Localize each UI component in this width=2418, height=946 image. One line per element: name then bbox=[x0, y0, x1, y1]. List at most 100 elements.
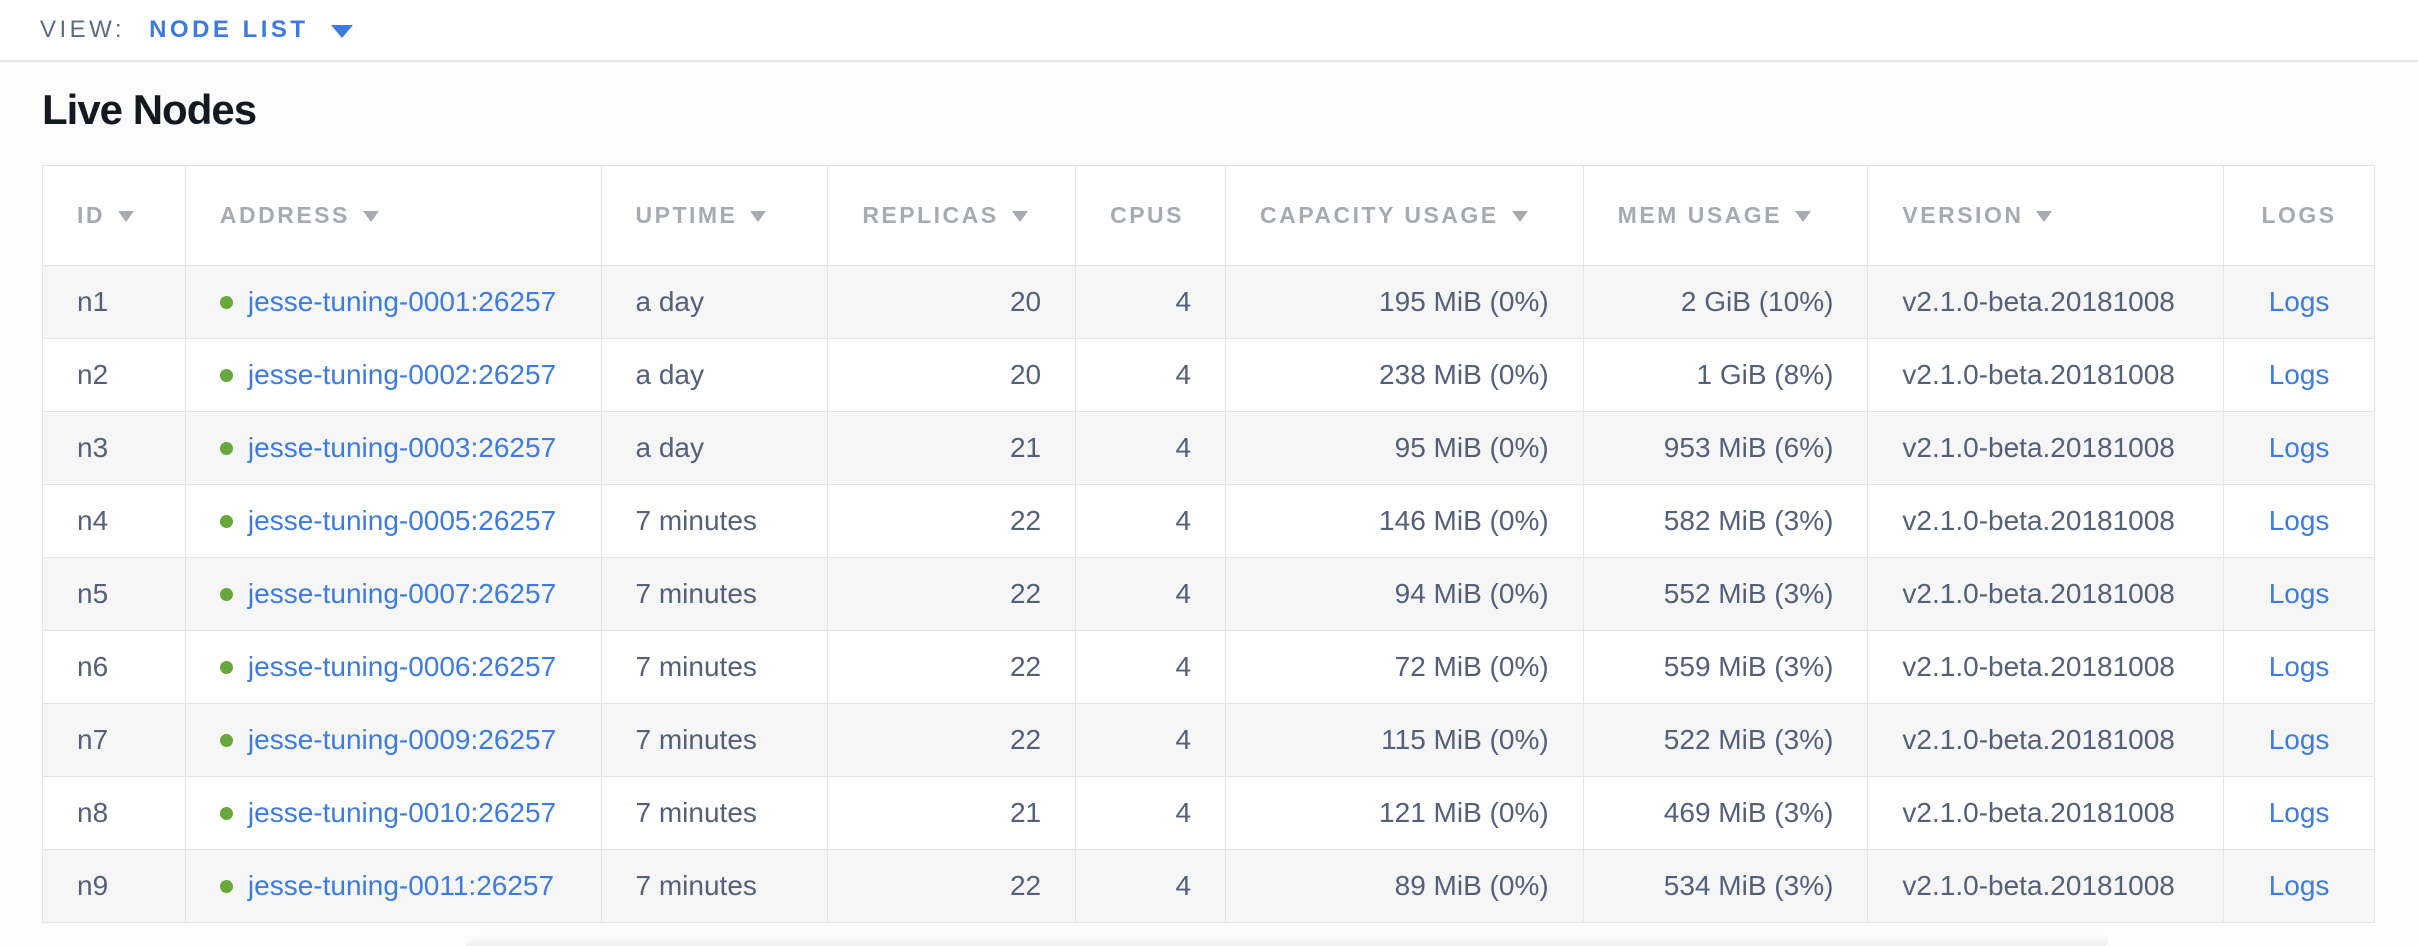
column-header-label: LOGS bbox=[2261, 202, 2337, 228]
node-status-dot-icon bbox=[219, 368, 233, 382]
cell-capacity: 72 MiB (0%) bbox=[1226, 631, 1584, 703]
node-address-link[interactable]: jesse-tuning-0002:26257 bbox=[247, 359, 557, 390]
table-header-row: ID ADDRESS UPTIME REPLICAS CPUS CAPACITY USAG… bbox=[43, 166, 2374, 265]
node-address-link[interactable]: jesse-tuning-0001:26257 bbox=[247, 286, 557, 317]
node-logs-link[interactable]: Logs bbox=[2268, 359, 2330, 390]
column-header-replicas[interactable]: REPLICAS bbox=[828, 166, 1077, 265]
node-logs-link[interactable]: Logs bbox=[2268, 797, 2330, 828]
cell-replicas: 21 bbox=[828, 412, 1077, 484]
node-logs-link[interactable]: Logs bbox=[2268, 870, 2330, 901]
cell-logs: Logs bbox=[2224, 412, 2374, 484]
cell-id: n1 bbox=[43, 266, 186, 338]
column-header-uptime[interactable]: UPTIME bbox=[602, 166, 829, 265]
table-row: n3 jesse-tuning-0003:26257 a day 21 4 95 MiB … bbox=[43, 411, 2374, 484]
view-label: VIEW: bbox=[40, 16, 126, 43]
view-bar: VIEW: NODE LIST bbox=[0, 0, 2418, 62]
column-header-id[interactable]: ID bbox=[43, 166, 186, 265]
cell-replicas: 22 bbox=[828, 704, 1077, 776]
cell-id: n6 bbox=[43, 631, 186, 703]
node-logs-link[interactable]: Logs bbox=[2268, 578, 2330, 609]
sort-arrow-icon bbox=[362, 211, 379, 222]
column-header-cpus: CPUS bbox=[1076, 166, 1227, 265]
cell-cpus: 4 bbox=[1076, 777, 1227, 849]
column-header-logs: LOGS bbox=[2224, 166, 2374, 265]
node-address-link[interactable]: jesse-tuning-0006:26257 bbox=[247, 651, 557, 682]
column-header-capacity[interactable]: CAPACITY USAGE bbox=[1226, 166, 1584, 265]
column-header-mem[interactable]: MEM USAGE bbox=[1584, 166, 1869, 265]
cell-cpus: 4 bbox=[1076, 412, 1227, 484]
node-address-link[interactable]: jesse-tuning-0003:26257 bbox=[247, 432, 557, 463]
cell-cpus: 4 bbox=[1076, 850, 1227, 922]
node-address-link[interactable]: jesse-tuning-0007:26257 bbox=[247, 578, 557, 609]
cell-id: n7 bbox=[43, 704, 186, 776]
cell-version: v2.1.0-beta.20181008 bbox=[1868, 266, 2225, 338]
cell-id: n4 bbox=[43, 485, 186, 557]
node-logs-link[interactable]: Logs bbox=[2268, 651, 2330, 682]
node-status-dot-icon bbox=[219, 587, 233, 601]
sort-arrow-icon bbox=[1011, 211, 1028, 222]
node-logs-link[interactable]: Logs bbox=[2268, 505, 2330, 536]
table-row: n4 jesse-tuning-0005:26257 7 minutes 22 4 146… bbox=[43, 484, 2374, 557]
cell-address: jesse-tuning-0003:26257 bbox=[186, 412, 602, 484]
cell-logs: Logs bbox=[2224, 850, 2374, 922]
cell-address: jesse-tuning-0005:26257 bbox=[186, 485, 602, 557]
cell-capacity: 146 MiB (0%) bbox=[1226, 485, 1584, 557]
table-row: n9 jesse-tuning-0011:26257 7 minutes 22 4 89 … bbox=[43, 849, 2374, 922]
node-address-link[interactable]: jesse-tuning-0011:26257 bbox=[247, 870, 555, 901]
node-logs-link[interactable]: Logs bbox=[2268, 724, 2330, 755]
cell-address: jesse-tuning-0006:26257 bbox=[186, 631, 602, 703]
node-status-dot-icon bbox=[219, 733, 233, 747]
cell-cpus: 4 bbox=[1076, 266, 1227, 338]
table-row: n6 jesse-tuning-0006:26257 7 minutes 22 4 72 … bbox=[43, 630, 2374, 703]
table-row: n2 jesse-tuning-0002:26257 a day 20 4 238 MiB… bbox=[43, 338, 2374, 411]
cell-logs: Logs bbox=[2224, 339, 2374, 411]
cell-uptime: 7 minutes bbox=[602, 631, 829, 703]
cell-id: n3 bbox=[43, 412, 186, 484]
cell-replicas: 22 bbox=[828, 485, 1077, 557]
cell-address: jesse-tuning-0011:26257 bbox=[186, 850, 602, 922]
table-row: n5 jesse-tuning-0007:26257 7 minutes 22 4 94 … bbox=[43, 557, 2374, 630]
cell-replicas: 22 bbox=[828, 631, 1077, 703]
cell-cpus: 4 bbox=[1076, 631, 1227, 703]
sort-arrow-icon bbox=[118, 211, 134, 222]
cell-id: n2 bbox=[43, 339, 186, 411]
cell-uptime: 7 minutes bbox=[602, 850, 829, 922]
cell-id: n8 bbox=[43, 777, 186, 849]
node-logs-link[interactable]: Logs bbox=[2268, 432, 2330, 463]
cell-version: v2.1.0-beta.20181008 bbox=[1868, 850, 2225, 922]
cell-address: jesse-tuning-0001:26257 bbox=[186, 266, 602, 338]
cell-mem: 534 MiB (3%) bbox=[1584, 850, 1869, 922]
node-address-link[interactable]: jesse-tuning-0005:26257 bbox=[247, 505, 557, 536]
cell-logs: Logs bbox=[2224, 631, 2374, 703]
cell-replicas: 22 bbox=[828, 558, 1077, 630]
column-header-address[interactable]: ADDRESS bbox=[186, 166, 602, 265]
cell-mem: 1 GiB (8%) bbox=[1584, 339, 1869, 411]
cell-mem: 2 GiB (10%) bbox=[1584, 266, 1869, 338]
cell-logs: Logs bbox=[2224, 558, 2374, 630]
cell-id: n9 bbox=[43, 850, 186, 922]
cell-logs: Logs bbox=[2224, 266, 2374, 338]
node-address-link[interactable]: jesse-tuning-0010:26257 bbox=[247, 797, 557, 828]
column-header-label: ADDRESS bbox=[219, 202, 350, 228]
node-logs-link[interactable]: Logs bbox=[2268, 286, 2330, 317]
cell-replicas: 22 bbox=[828, 850, 1077, 922]
sort-arrow-icon bbox=[2036, 211, 2053, 222]
column-header-version[interactable]: VERSION bbox=[1868, 166, 2225, 265]
cell-version: v2.1.0-beta.20181008 bbox=[1868, 412, 2225, 484]
cell-version: v2.1.0-beta.20181008 bbox=[1868, 339, 2225, 411]
view-selector-dropdown[interactable]: NODE LIST bbox=[149, 16, 353, 44]
cell-cpus: 4 bbox=[1076, 558, 1227, 630]
cell-mem: 559 MiB (3%) bbox=[1584, 631, 1869, 703]
cell-capacity: 115 MiB (0%) bbox=[1226, 704, 1584, 776]
node-status-dot-icon bbox=[219, 879, 233, 893]
node-status-dot-icon bbox=[219, 441, 233, 455]
table-row: n8 jesse-tuning-0010:26257 7 minutes 21 4 121… bbox=[43, 776, 2374, 849]
cell-capacity: 238 MiB (0%) bbox=[1226, 339, 1584, 411]
cell-uptime: 7 minutes bbox=[602, 704, 829, 776]
cell-id: n5 bbox=[43, 558, 186, 630]
sort-arrow-icon bbox=[750, 211, 767, 222]
node-address-link[interactable]: jesse-tuning-0009:26257 bbox=[247, 724, 557, 755]
column-header-label: ID bbox=[77, 202, 105, 228]
live-nodes-table: ID ADDRESS UPTIME REPLICAS CPUS CAPACITY USAG… bbox=[42, 165, 2375, 923]
column-header-label: MEM USAGE bbox=[1617, 202, 1783, 228]
